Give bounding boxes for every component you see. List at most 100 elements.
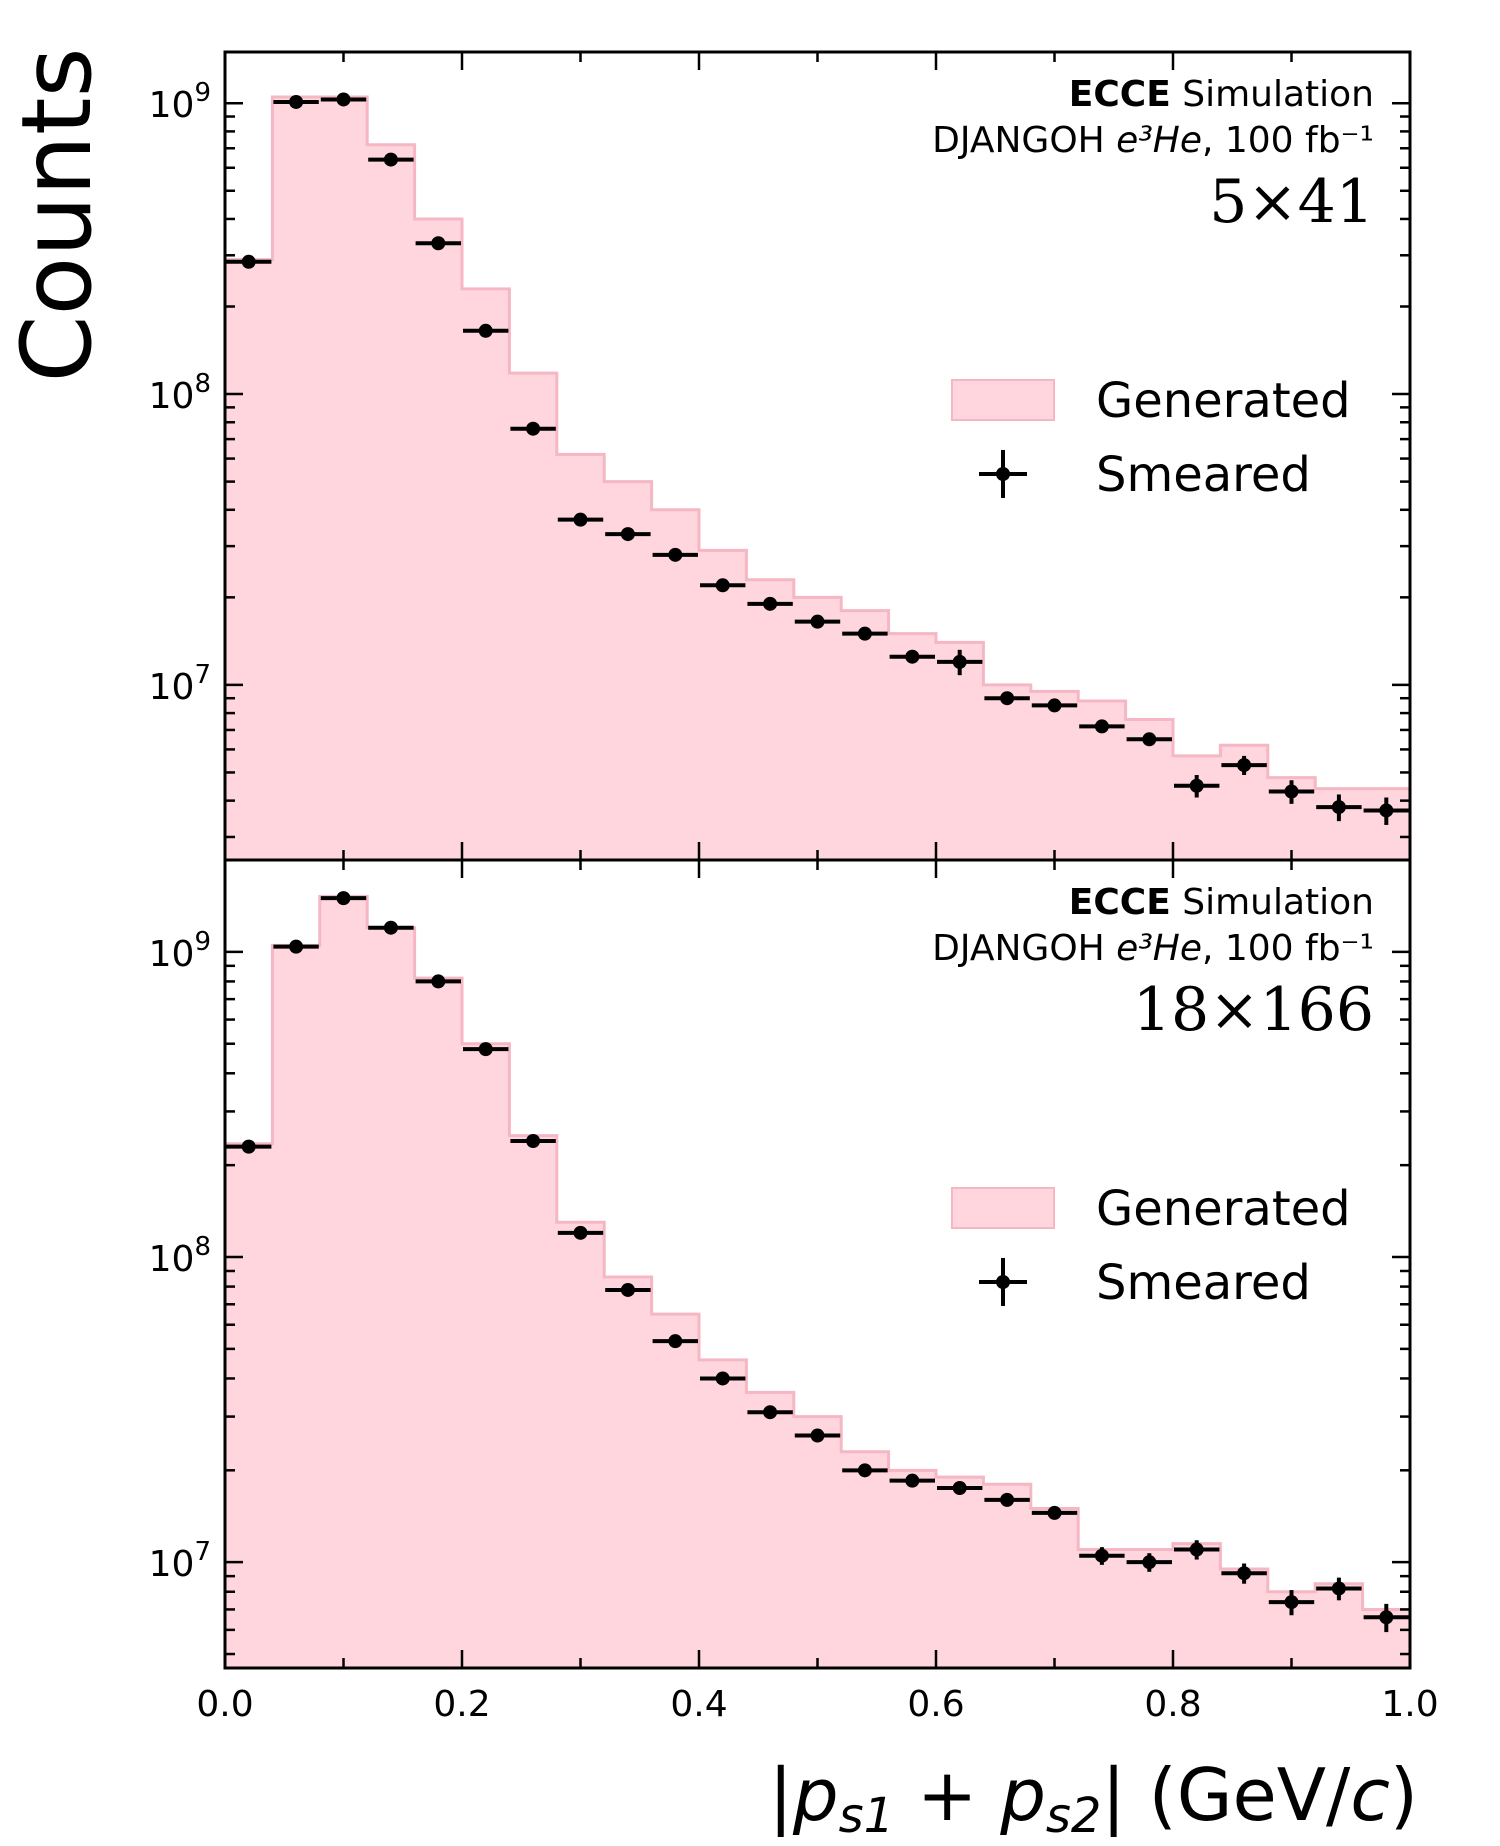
x-tick-label: 0.2 bbox=[433, 1684, 490, 1725]
top-smeared-point bbox=[336, 92, 351, 107]
x-axis-label-sub1: s1 bbox=[839, 1788, 895, 1844]
top-energy-label: 5×41 bbox=[1209, 167, 1374, 237]
bottom-smeared-point bbox=[1284, 1595, 1299, 1610]
top-smeared-point bbox=[573, 512, 588, 527]
bottom-smeared-point bbox=[1189, 1542, 1204, 1557]
top-ytick-label-base: 10 bbox=[149, 376, 195, 417]
bottom-smeared-point bbox=[336, 891, 351, 906]
top-smeared-point bbox=[1094, 719, 1109, 734]
bottom-smeared-point bbox=[1142, 1555, 1157, 1570]
top-smeared-point bbox=[431, 236, 446, 251]
top-smeared-point bbox=[289, 94, 304, 109]
x-axis-label-sub2: s2 bbox=[1046, 1788, 1102, 1844]
bottom-smeared-point bbox=[1047, 1505, 1062, 1520]
top-smeared-point bbox=[383, 152, 398, 167]
top-ytick-label-base: 10 bbox=[149, 85, 195, 126]
x-axis-label-plus: + bbox=[894, 1753, 1000, 1837]
top-smeared-point bbox=[1284, 784, 1299, 799]
bottom-smeared-point bbox=[1331, 1581, 1346, 1596]
top-ecce-sim: Simulation bbox=[1171, 74, 1374, 115]
top-smeared-point bbox=[1189, 778, 1204, 793]
top-smeared-point bbox=[857, 626, 872, 641]
x-axis-label-p2: p bbox=[999, 1753, 1046, 1837]
top-ytick-label: 108 bbox=[149, 369, 211, 417]
x-axis-label-p1: p bbox=[792, 1753, 839, 1837]
x-axis-label-close: ) bbox=[1390, 1753, 1418, 1837]
top-ecce-label: ECCE Simulation bbox=[1069, 74, 1374, 115]
bottom-process: e³He bbox=[1116, 928, 1202, 969]
top-smeared-point bbox=[1379, 803, 1394, 818]
bottom-ytick-label: 107 bbox=[149, 1537, 211, 1585]
x-axis-label-c: c bbox=[1350, 1753, 1390, 1837]
top-ytick-label-exp: 8 bbox=[194, 369, 211, 399]
top-legend-smeared-label: Smeared bbox=[1096, 447, 1311, 503]
top-generated-histogram bbox=[223, 95, 1412, 862]
top-ytick-label: 109 bbox=[149, 78, 211, 126]
top-ytick-label-base: 10 bbox=[149, 667, 195, 708]
top-smeared-point bbox=[526, 421, 541, 436]
top-ytick-label-exp: 7 bbox=[194, 660, 211, 690]
x-tick-label: 0.6 bbox=[907, 1684, 964, 1725]
top-smeared-point bbox=[763, 596, 778, 611]
top-smeared-point bbox=[478, 323, 493, 338]
bottom-smeared-point bbox=[715, 1371, 730, 1386]
top-smeared-point bbox=[620, 527, 635, 542]
top-ecce-experiment: ECCE bbox=[1069, 74, 1171, 115]
x-tick-label: 1.0 bbox=[1381, 1684, 1438, 1725]
bottom-legend-smeared-point bbox=[996, 1275, 1010, 1289]
bottom-smeared-point bbox=[1237, 1566, 1252, 1581]
bottom-ytick-label-exp: 9 bbox=[194, 927, 211, 957]
top-smeared-point bbox=[810, 614, 825, 629]
bottom-smeared-point bbox=[573, 1225, 588, 1240]
bottom-luminosity: , 100 fb⁻¹ bbox=[1202, 928, 1374, 969]
top-smeared-point bbox=[1047, 698, 1062, 713]
x-axis-label-units: (GeV/ bbox=[1126, 1753, 1351, 1837]
bottom-legend-generated-label: Generated bbox=[1096, 1181, 1351, 1237]
bottom-smeared-point bbox=[668, 1334, 683, 1349]
bottom-smeared-point bbox=[241, 1139, 256, 1154]
top-legend-smeared-point bbox=[996, 467, 1010, 481]
bottom-smeared-point bbox=[289, 939, 304, 954]
x-axis-label: |ps1 + ps2| (GeV/c) bbox=[769, 1753, 1418, 1844]
bottom-ecce-sim: Simulation bbox=[1171, 882, 1374, 923]
bottom-smeared-point bbox=[857, 1463, 872, 1478]
bottom-energy-label: 18×166 bbox=[1133, 975, 1374, 1045]
bottom-smeared-point bbox=[1379, 1610, 1394, 1625]
top-smeared-point bbox=[905, 649, 920, 664]
bottom-smeared-point bbox=[1094, 1548, 1109, 1563]
bottom-ytick-label-base: 10 bbox=[149, 1544, 195, 1585]
top-smeared-point bbox=[668, 547, 683, 562]
bottom-generator-label: DJANGOH e³He, 100 fb⁻¹ bbox=[932, 928, 1374, 969]
bottom-smeared-point bbox=[478, 1042, 493, 1057]
top-process: e³He bbox=[1116, 120, 1202, 161]
x-tick-label: 0.8 bbox=[1144, 1684, 1201, 1725]
bottom-smeared-point bbox=[905, 1473, 920, 1488]
bottom-generator: DJANGOH bbox=[932, 928, 1116, 969]
x-axis-label-bar-left: | bbox=[769, 1753, 793, 1838]
top-ytick-label-exp: 9 bbox=[194, 78, 211, 108]
bottom-smeared-point bbox=[1000, 1492, 1015, 1507]
bottom-ecce-label: ECCE Simulation bbox=[1069, 882, 1374, 923]
x-tick-label: 0.0 bbox=[196, 1684, 253, 1725]
top-smeared-point bbox=[241, 254, 256, 269]
top-ytick-label: 107 bbox=[149, 660, 211, 708]
top-generator: DJANGOH bbox=[932, 120, 1116, 161]
bottom-legend-smeared-label: Smeared bbox=[1096, 1255, 1311, 1311]
bottom-smeared-point bbox=[383, 920, 398, 935]
bottom-ytick-label: 109 bbox=[149, 927, 211, 975]
bottom-smeared-point bbox=[763, 1405, 778, 1420]
top-smeared-point bbox=[715, 578, 730, 593]
top-smeared-point bbox=[1237, 758, 1252, 773]
top-generator-label: DJANGOH e³He, 100 fb⁻¹ bbox=[932, 120, 1374, 161]
x-axis-label-bar-right: | bbox=[1101, 1753, 1125, 1838]
bottom-smeared-point bbox=[810, 1428, 825, 1443]
top-luminosity: , 100 fb⁻¹ bbox=[1202, 120, 1374, 161]
bottom-ytick-label-exp: 7 bbox=[194, 1537, 211, 1567]
top-legend-generated-label: Generated bbox=[1096, 373, 1351, 429]
top-legend-generated-swatch bbox=[951, 379, 1055, 421]
bottom-smeared-point bbox=[620, 1282, 635, 1297]
bottom-smeared-point bbox=[526, 1133, 541, 1148]
